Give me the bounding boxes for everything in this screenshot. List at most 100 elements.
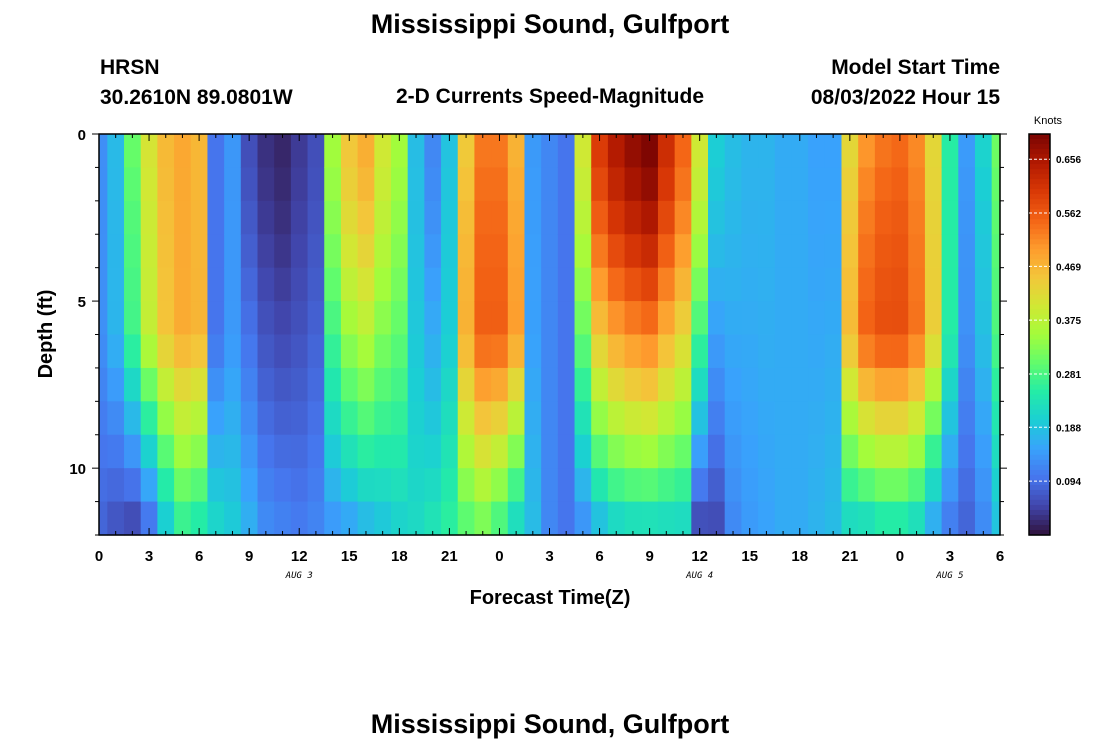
heatmap-cell (657, 501, 676, 536)
heatmap-cell (557, 468, 576, 503)
heatmap-cell (340, 501, 359, 536)
heatmap-cell (107, 301, 125, 336)
heatmap-cell (224, 234, 242, 269)
x-tick-label: 9 (245, 548, 253, 565)
colorbar-segment (1029, 359, 1050, 366)
heatmap-cell (507, 134, 526, 169)
x-tick-label: 6 (996, 548, 1004, 565)
heatmap-cell (874, 200, 893, 235)
colorbar-segment (1029, 414, 1050, 421)
heatmap-cell (891, 167, 909, 202)
heatmap-cell (641, 367, 659, 402)
heatmap-cell (157, 468, 175, 503)
heatmap-cell (124, 267, 142, 302)
heatmap-cell (891, 301, 909, 336)
heatmap-cell (774, 468, 793, 503)
heatmap-cell (374, 434, 392, 469)
heatmap-cell (140, 434, 158, 469)
heatmap-cell (941, 401, 959, 436)
heatmap-cell (374, 167, 392, 202)
heatmap-cell (574, 200, 592, 235)
heatmap-cell (457, 401, 476, 436)
heatmap-cell (491, 167, 509, 202)
colorbar-segment (1029, 389, 1050, 396)
heatmap-cell (708, 434, 726, 469)
colorbar-segment (1029, 429, 1050, 436)
colorbar-segment (1029, 324, 1050, 331)
heatmap-cell (824, 200, 843, 235)
colorbar-segment (1029, 434, 1050, 441)
heatmap-cell (691, 501, 709, 536)
heatmap-cell (991, 200, 1001, 235)
heatmap-cell (758, 134, 776, 169)
heatmap-cell (641, 267, 659, 302)
heatmap-cell (758, 468, 776, 503)
colorbar-segment (1029, 134, 1050, 140)
colorbar-label: Knots (1034, 115, 1063, 127)
colorbar-segment (1029, 249, 1050, 255)
colorbar-segment (1029, 189, 1050, 195)
heatmap-cell (641, 301, 659, 336)
colorbar-segment (1029, 219, 1050, 225)
heatmap-cell (407, 200, 425, 235)
heatmap-cell (507, 434, 526, 469)
heatmap-cell (340, 134, 359, 169)
heatmap-cell (207, 334, 225, 369)
heatmap-cell (557, 501, 576, 536)
heatmap-cell (724, 167, 742, 202)
heatmap-cells (99, 134, 1001, 536)
heatmap-cell (457, 367, 476, 402)
heatmap-cell (607, 334, 626, 369)
heatmap-cell (657, 267, 676, 302)
heatmap-cell (791, 167, 809, 202)
heatmap-cell (99, 468, 108, 503)
heatmap-cell (524, 501, 542, 536)
heatmap-cell (607, 367, 626, 402)
heatmap-cell (474, 367, 492, 402)
heatmap-cell (924, 234, 943, 269)
heatmap-cell (958, 200, 976, 235)
heatmap-cell (124, 334, 142, 369)
heatmap-cell (791, 134, 809, 169)
x-tick-label: 12 (691, 548, 708, 565)
colorbar-segment (1029, 449, 1050, 456)
heatmap-cell (424, 334, 442, 369)
heatmap-cell (824, 367, 843, 402)
heatmap-cell (607, 234, 626, 269)
colorbar-segment (1029, 354, 1050, 361)
x-axis-label: Forecast Time(Z) (470, 587, 631, 609)
heatmap-cell (574, 167, 592, 202)
colorbar-segment (1029, 519, 1050, 526)
heatmap-cell (99, 401, 108, 436)
heatmap-cell (858, 167, 876, 202)
heatmap-cell (441, 401, 459, 436)
heatmap-cell (441, 367, 459, 402)
heatmap-cell (174, 234, 192, 269)
heatmap-cell (908, 200, 926, 235)
heatmap-cell (99, 200, 108, 235)
heatmap-cell (624, 267, 642, 302)
heatmap-cell (974, 334, 993, 369)
heatmap-cell (541, 434, 559, 469)
heatmap-cell (424, 267, 442, 302)
heatmap-cell (774, 367, 793, 402)
heatmap-cell (624, 367, 642, 402)
colorbar: 0.094 0.188 0.281 0.375 0.469 0.562 0.656 (1028, 133, 1081, 536)
heatmap-cell (290, 334, 309, 369)
heatmap-cell (290, 167, 309, 202)
heatmap-cell (274, 434, 292, 469)
heatmap-cell (574, 334, 592, 369)
heatmap-cell (390, 234, 409, 269)
heatmap-cell (958, 501, 976, 536)
heatmap-cell (307, 267, 325, 302)
heatmap-cell (357, 167, 375, 202)
heatmap-cell (190, 134, 209, 169)
heatmap-cell (424, 200, 442, 235)
heatmap-cell (457, 167, 476, 202)
heatmap-cell (207, 401, 225, 436)
heatmap-cell (924, 134, 943, 169)
heatmap-cell (624, 501, 642, 536)
heatmap-cell (240, 200, 259, 235)
heatmap-cell (541, 468, 559, 503)
heatmap-cell (691, 200, 709, 235)
